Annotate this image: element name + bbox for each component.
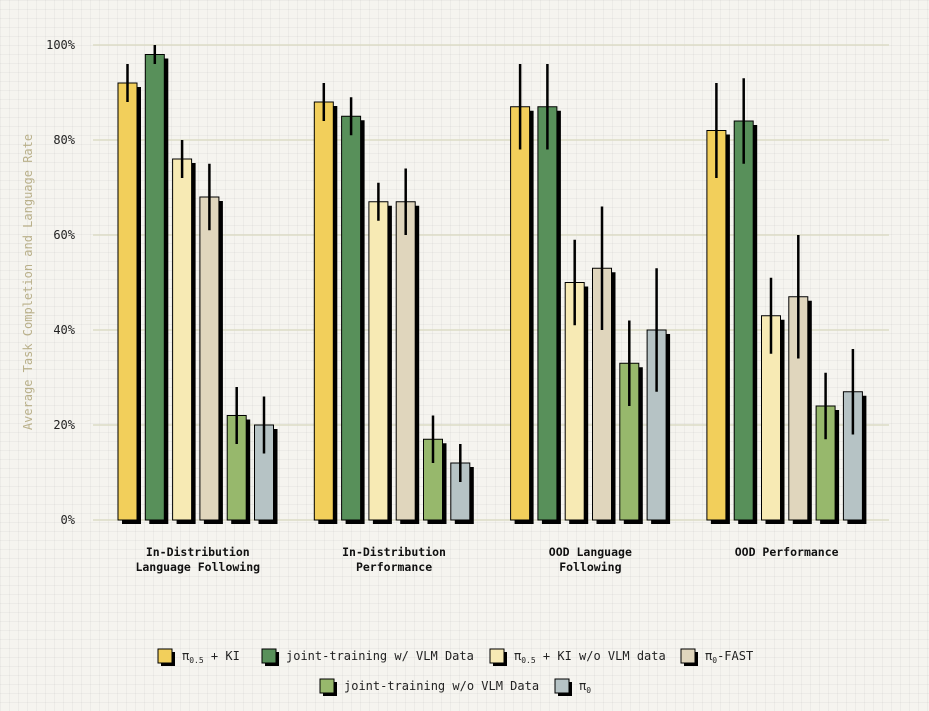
legend-item: π0.5 + KI: [157, 648, 240, 666]
bar: [510, 106, 531, 521]
bar: [706, 130, 727, 521]
legend-item: π0.5 + KI w/o VLM data: [489, 648, 666, 666]
legend-swatch: [680, 648, 696, 664]
legend: π0.5 + KI joint-training w/ VLM Data π0.5 …: [157, 648, 753, 696]
y-tick-label: 100%: [46, 38, 76, 52]
bar: [395, 201, 416, 521]
bar: [199, 196, 220, 521]
category-label: OOD Language: [549, 545, 632, 559]
legend-swatch: [261, 648, 277, 664]
category-label: Following: [559, 560, 621, 574]
category-label: Language Following: [135, 560, 260, 574]
category-label: Performance: [356, 560, 432, 574]
y-tick-label: 60%: [53, 228, 75, 242]
legend-item: joint-training w/o VLM Data: [319, 678, 539, 696]
bar: [368, 201, 389, 521]
legend-swatch: [157, 648, 173, 664]
legend-item: π0-FAST: [680, 648, 753, 666]
bar: [144, 54, 165, 521]
legend-label: joint-training w/o VLM Data: [344, 679, 539, 693]
bar: [117, 82, 138, 521]
legend-item: π0: [554, 678, 591, 696]
legend-label: π0-FAST: [705, 649, 753, 665]
legend-label: π0.5 + KI: [182, 649, 240, 665]
bars: [117, 45, 867, 524]
y-axis-title: Average Task Completion and Language Rat…: [21, 134, 35, 430]
legend-label: π0.5 + KI w/o VLM data: [514, 649, 666, 665]
legend-label: joint-training w/ VLM Data: [286, 649, 474, 663]
legend-label: π0: [579, 679, 591, 695]
y-tick-label: 40%: [53, 323, 75, 337]
legend-swatch: [489, 648, 505, 664]
category-label: OOD Performance: [735, 545, 839, 559]
y-tick-label: 20%: [53, 418, 75, 432]
y-tick-label: 80%: [53, 133, 75, 147]
legend-swatch: [319, 678, 335, 694]
bar: [341, 115, 362, 521]
y-axis-ticks: 0% 20% 40% 60% 80% 100%: [46, 38, 76, 527]
bar: [733, 120, 754, 521]
legend-item: joint-training w/ VLM Data: [261, 648, 474, 666]
category-label: In-Distribution: [146, 545, 250, 559]
y-tick-label: 0%: [61, 513, 76, 527]
legend-swatch: [554, 678, 570, 694]
bar: [172, 158, 193, 521]
bar: [537, 106, 558, 521]
category-label: In-Distribution: [342, 545, 446, 559]
bar: [313, 101, 334, 521]
